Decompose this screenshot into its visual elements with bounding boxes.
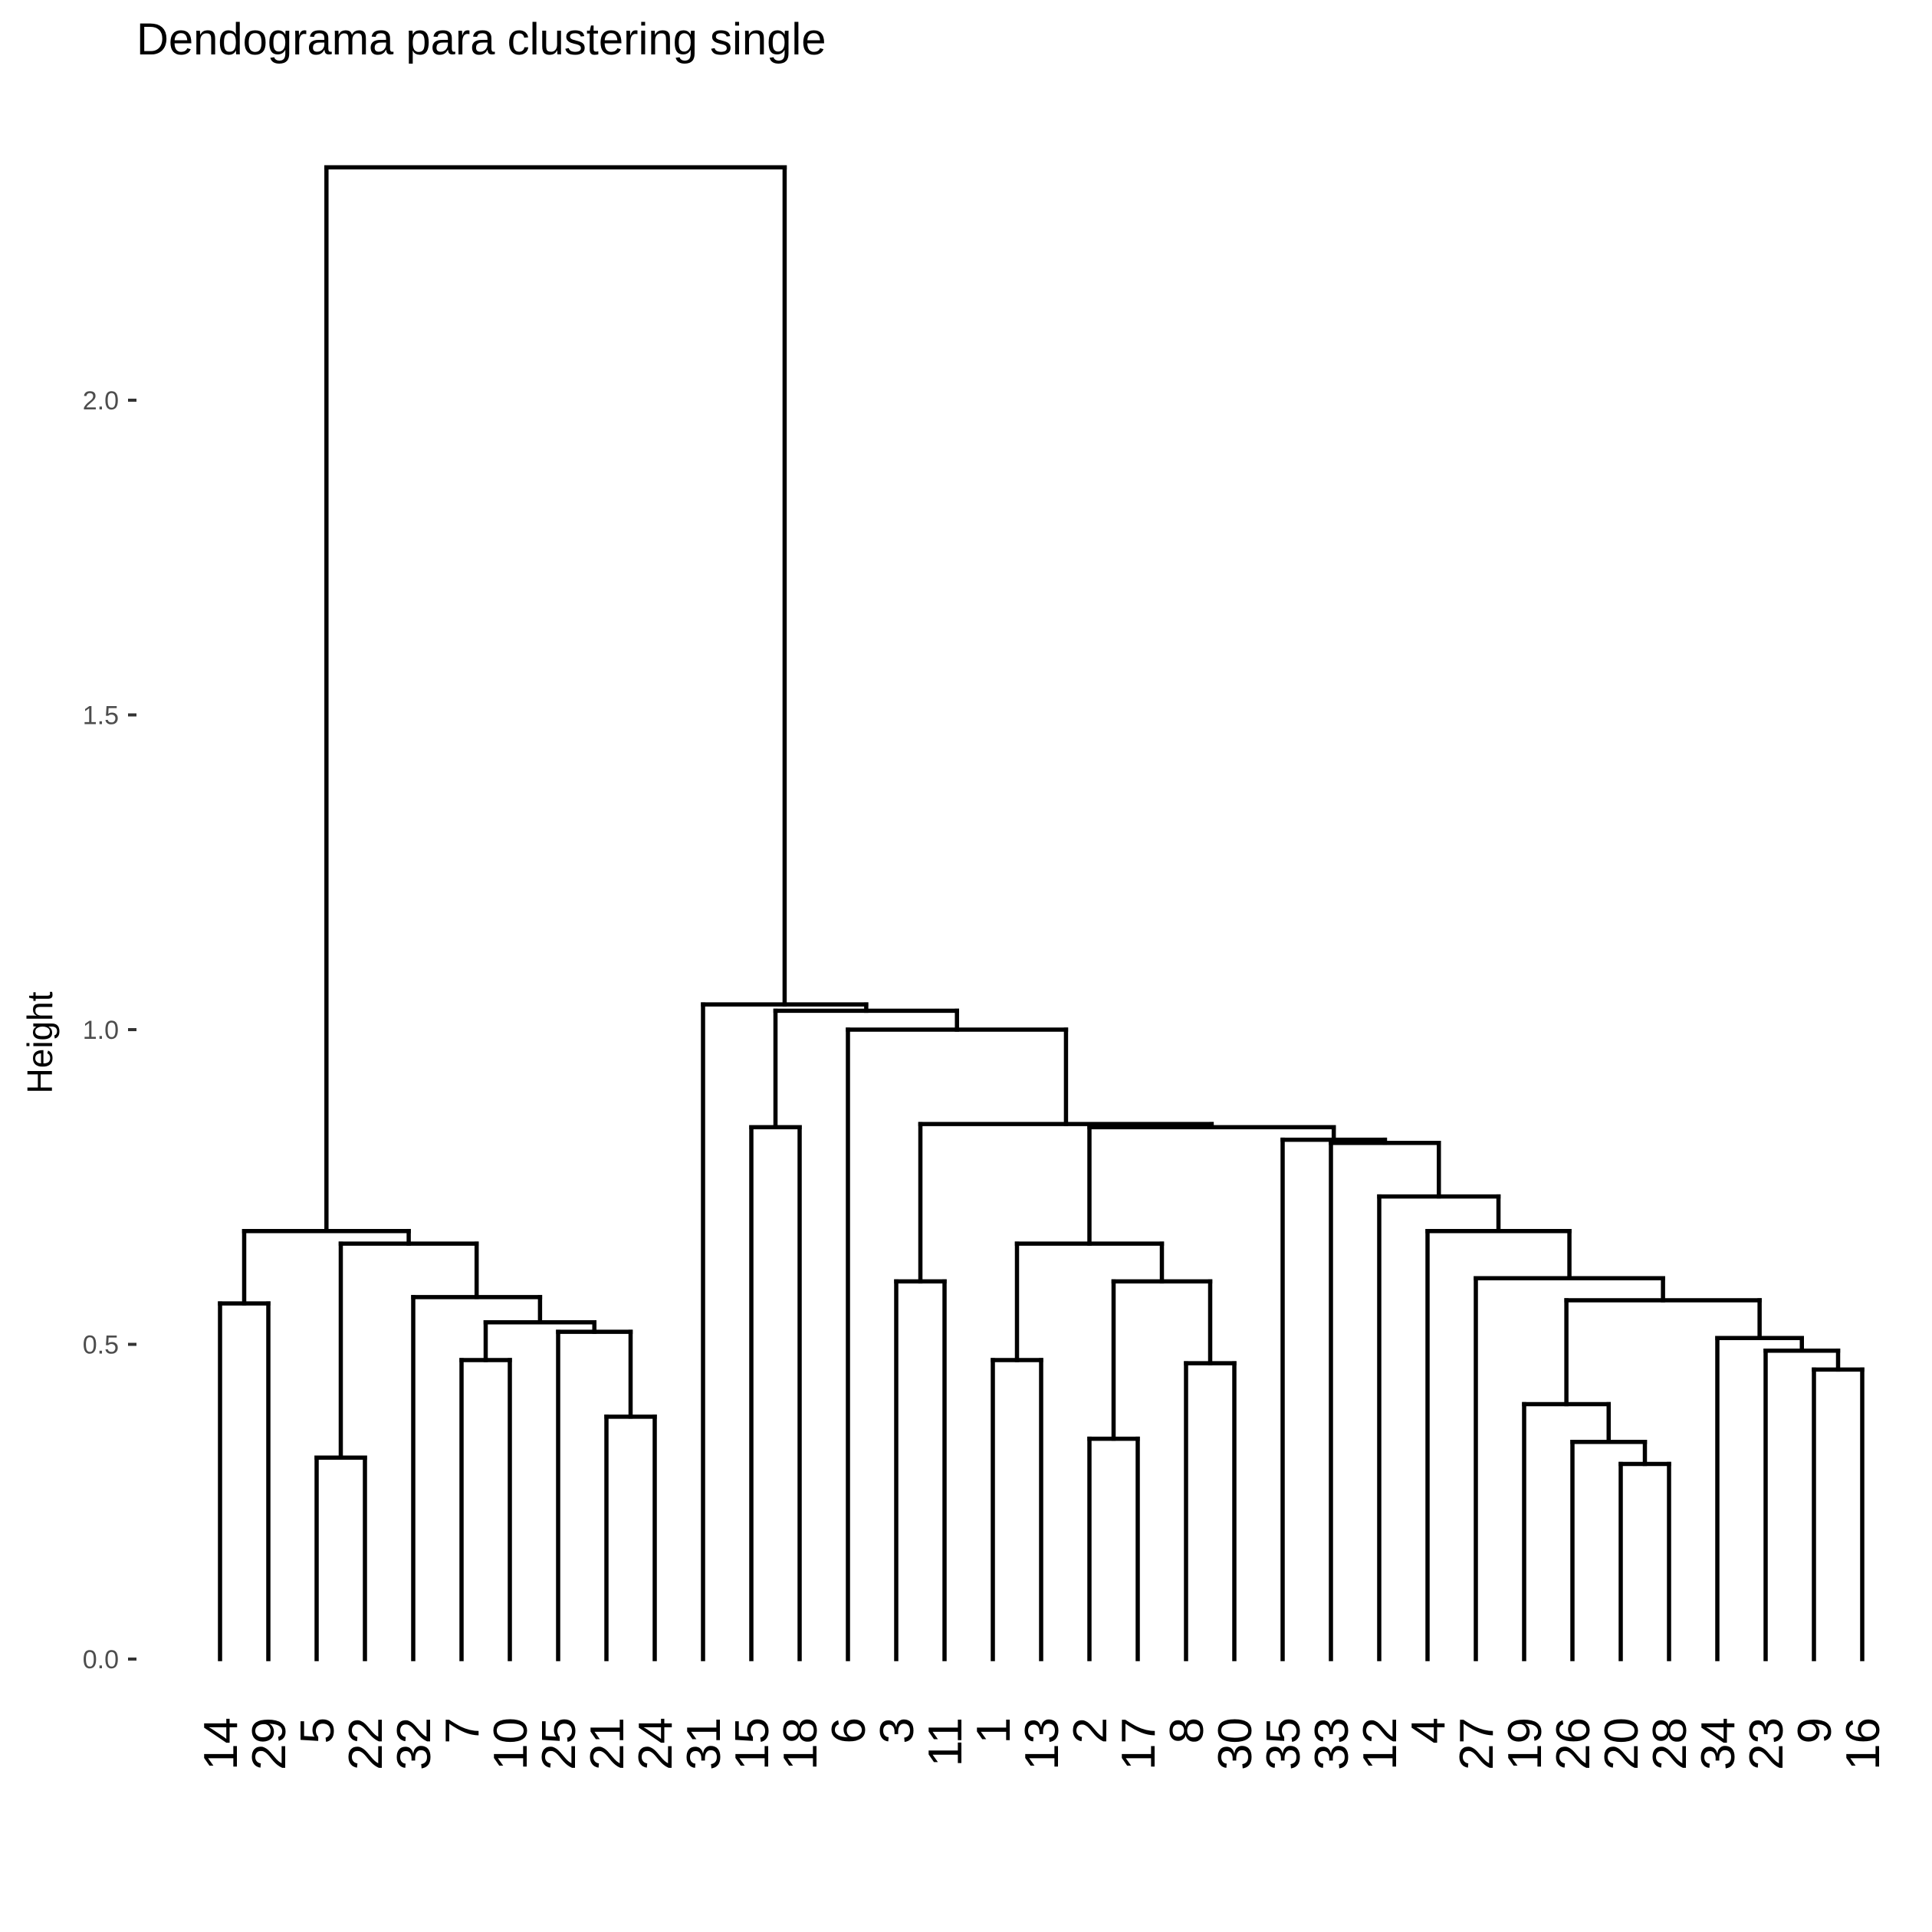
- leaf-label: 6: [823, 1717, 876, 1743]
- leaf-label: 15: [726, 1717, 779, 1770]
- leaf-label: 29: [243, 1717, 296, 1770]
- leaf-label: 16: [1837, 1717, 1890, 1770]
- leaf-label: 7: [436, 1717, 489, 1743]
- chart-title: Dendograma para clustering single: [136, 15, 826, 64]
- leaf-label: 30: [1209, 1717, 1262, 1770]
- leaf-label: 20: [1595, 1717, 1648, 1770]
- leaf-label: 22: [340, 1717, 393, 1770]
- y-tick-label: 0.0: [83, 1645, 119, 1674]
- leaf-label: 26: [1547, 1717, 1600, 1770]
- leaf-label: 31: [678, 1717, 731, 1770]
- leaf-label: 34: [1692, 1717, 1745, 1770]
- leaf-label: 35: [1257, 1717, 1310, 1770]
- y-axis: 0.0 0.5 1.0 1.5 2.0: [83, 386, 136, 1674]
- leaf-label: 9: [1789, 1717, 1842, 1743]
- y-tick-label: 0.5: [83, 1331, 119, 1360]
- leaf-label: 3: [871, 1717, 924, 1743]
- leaf-label: 14: [195, 1717, 248, 1770]
- leaf-label: 33: [1306, 1717, 1359, 1770]
- y-tick-label: 1.5: [83, 702, 119, 731]
- leaf-label: 18: [774, 1717, 827, 1770]
- leaf-label: 5: [291, 1717, 344, 1743]
- leaf-label: 21: [581, 1717, 634, 1770]
- leaf-label: 11: [919, 1717, 972, 1766]
- leaf-label: 2: [1064, 1717, 1117, 1743]
- dendrogram-branches: [218, 165, 1865, 1661]
- leaf-label: 28: [1644, 1717, 1697, 1770]
- leaf-label: 13: [1016, 1717, 1069, 1770]
- leaf-label: 23: [1740, 1717, 1793, 1770]
- leaf-label: 24: [629, 1717, 682, 1770]
- leaf-label: 8: [1161, 1717, 1214, 1743]
- y-tick-label: 2.0: [83, 386, 119, 416]
- leaf-label: 27: [1451, 1717, 1503, 1770]
- leaf-labels: 1429522327102521243115186311113217830353…: [195, 1717, 1890, 1770]
- leaf-label: 17: [1112, 1717, 1165, 1770]
- leaf-label: 1: [968, 1717, 1020, 1743]
- leaf-label: 4: [1402, 1717, 1455, 1743]
- leaf-label: 12: [1354, 1717, 1407, 1770]
- y-tick-label: 1.0: [83, 1016, 119, 1045]
- leaf-label: 25: [533, 1717, 586, 1770]
- leaf-label: 32: [388, 1717, 441, 1770]
- leaf-label: 10: [485, 1717, 537, 1770]
- leaf-label: 19: [1499, 1717, 1552, 1770]
